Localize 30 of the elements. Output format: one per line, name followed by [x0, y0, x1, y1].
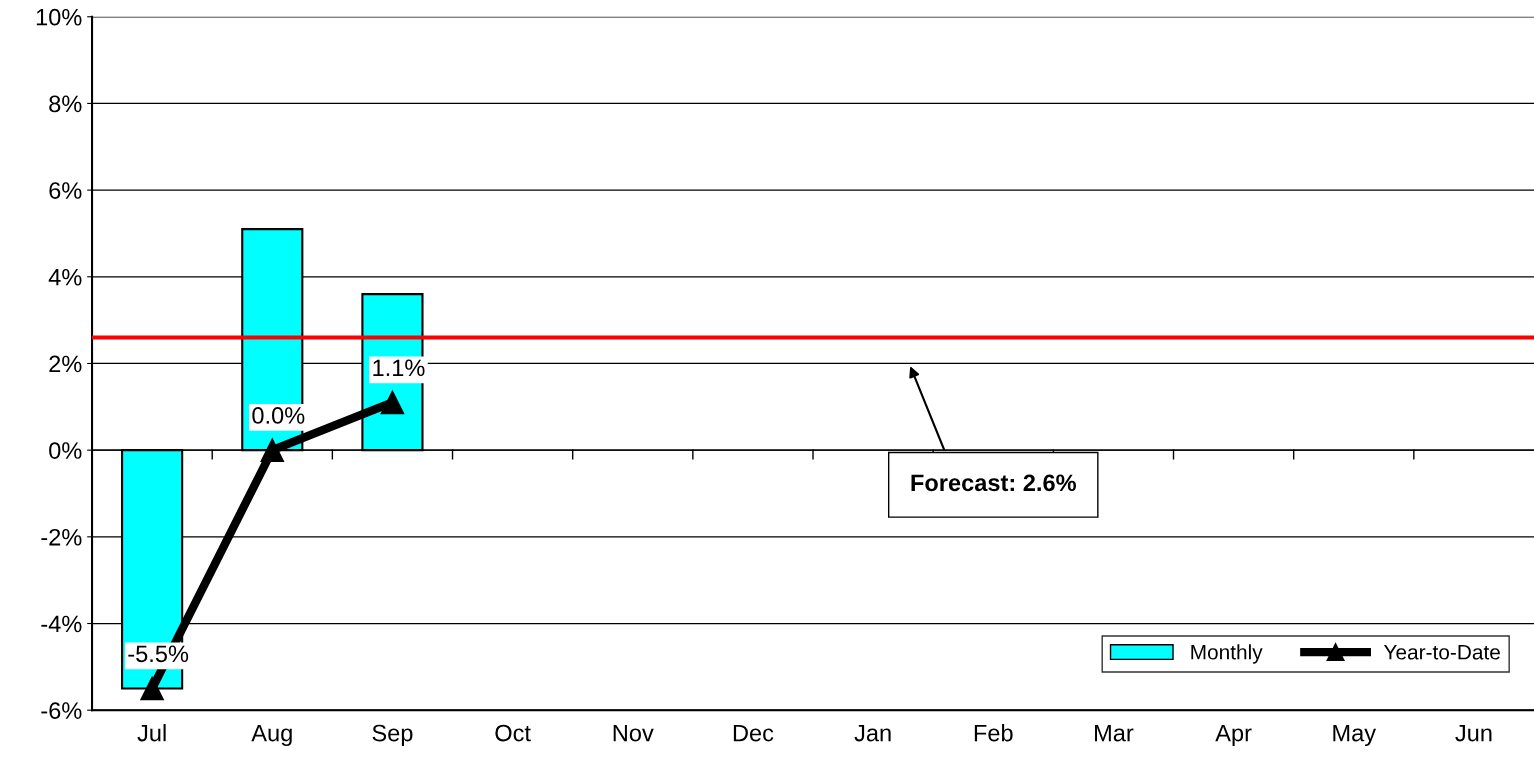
- x-tick-label: Apr: [1215, 724, 1252, 747]
- annotation: Forecast: 2.6%: [911, 474, 1076, 492]
- x-tick-label: Nov: [613, 724, 654, 742]
- x-tick-label: Jul: [137, 724, 166, 742]
- point: [380, 390, 405, 415]
- x-tick-label: Jan: [854, 724, 891, 742]
- x-tick-label: Aug: [251, 724, 292, 747]
- data-label: 0.0%: [252, 407, 305, 424]
- y-tick-label: -6%: [41, 702, 82, 719]
- y-tick-label: 2%: [49, 355, 82, 373]
- x-tick-label: Mar: [1095, 724, 1134, 742]
- x-tick-label: Sep: [372, 724, 413, 747]
- x-tick-label: Jun: [1455, 724, 1492, 742]
- x-tick-label: Feb: [974, 724, 1013, 742]
- y-tick-label: 0%: [49, 442, 82, 459]
- data-label: 1.1%: [373, 359, 425, 377]
- point: [140, 676, 164, 701]
- y-tick-label: -4%: [41, 615, 82, 633]
- x-tick-label: Dec: [733, 724, 774, 742]
- y-tick-label: 4%: [48, 268, 82, 286]
- y-tick-label: 8%: [49, 95, 82, 113]
- y-tick-label: 10%: [36, 8, 82, 26]
- data-label: -5.5%: [128, 645, 189, 663]
- y-tick-label: 6%: [49, 182, 82, 199]
- point: [260, 438, 285, 462]
- legend-label: Monthly: [1191, 644, 1263, 664]
- legend-label: Year-to-Date: [1383, 645, 1500, 660]
- x-tick-label: Oct: [495, 724, 531, 742]
- x-tick-label: May: [1333, 724, 1377, 747]
- y-tick-label: -2%: [41, 528, 82, 546]
